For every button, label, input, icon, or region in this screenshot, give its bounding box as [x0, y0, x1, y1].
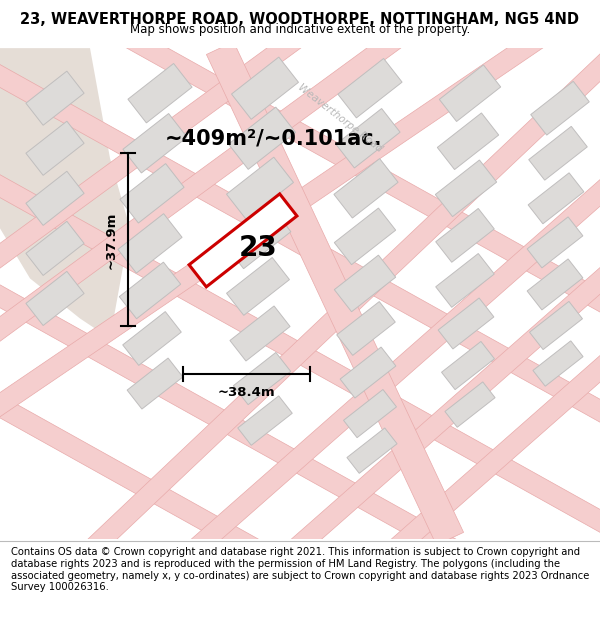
Polygon shape	[0, 0, 600, 338]
Polygon shape	[527, 259, 583, 310]
Polygon shape	[26, 221, 84, 276]
Polygon shape	[436, 254, 494, 308]
Polygon shape	[343, 0, 600, 596]
Polygon shape	[227, 157, 293, 219]
Polygon shape	[123, 312, 181, 366]
Polygon shape	[438, 298, 494, 349]
Polygon shape	[0, 259, 600, 625]
Polygon shape	[445, 382, 495, 428]
Polygon shape	[530, 301, 583, 349]
Polygon shape	[26, 71, 84, 125]
Polygon shape	[338, 59, 402, 118]
Polygon shape	[123, 114, 187, 173]
Polygon shape	[206, 42, 464, 545]
Polygon shape	[437, 113, 499, 169]
Text: ~37.9m: ~37.9m	[105, 211, 118, 269]
Text: ~409m²/~0.101ac.: ~409m²/~0.101ac.	[165, 128, 383, 148]
Text: ~38.4m: ~38.4m	[218, 386, 275, 399]
Polygon shape	[43, 0, 600, 596]
Polygon shape	[244, 0, 600, 596]
Polygon shape	[0, 48, 130, 339]
Polygon shape	[0, 149, 600, 558]
Polygon shape	[439, 65, 500, 121]
Polygon shape	[229, 107, 295, 169]
Polygon shape	[528, 173, 584, 224]
Polygon shape	[227, 258, 289, 316]
Polygon shape	[26, 271, 84, 326]
Text: Map shows position and indicative extent of the property.: Map shows position and indicative extent…	[130, 23, 470, 36]
Polygon shape	[334, 208, 395, 264]
Polygon shape	[436, 209, 494, 262]
Polygon shape	[527, 217, 583, 268]
Text: 23, WEAVERTHORPE ROAD, WOODTHORPE, NOTTINGHAM, NG5 4ND: 23, WEAVERTHORPE ROAD, WOODTHORPE, NOTTI…	[20, 12, 580, 27]
Polygon shape	[533, 341, 583, 386]
Polygon shape	[531, 81, 589, 135]
Polygon shape	[232, 57, 298, 119]
Polygon shape	[26, 171, 84, 226]
Polygon shape	[336, 109, 400, 168]
Polygon shape	[337, 302, 395, 356]
Polygon shape	[0, 39, 600, 448]
Text: Weaverthorpe Road: Weaverthorpe Road	[296, 82, 384, 154]
Polygon shape	[230, 306, 290, 361]
Polygon shape	[340, 347, 396, 398]
Polygon shape	[0, 0, 406, 447]
Polygon shape	[0, 0, 506, 447]
Polygon shape	[127, 358, 183, 409]
Polygon shape	[334, 255, 395, 312]
Polygon shape	[233, 352, 290, 404]
Polygon shape	[189, 194, 297, 287]
Polygon shape	[442, 341, 494, 389]
Polygon shape	[26, 121, 84, 176]
Text: Contains OS data © Crown copyright and database right 2021. This information is : Contains OS data © Crown copyright and d…	[11, 548, 589, 592]
Polygon shape	[225, 208, 291, 269]
Polygon shape	[344, 389, 397, 438]
Polygon shape	[118, 214, 182, 273]
Polygon shape	[436, 160, 497, 217]
Polygon shape	[334, 159, 398, 218]
Polygon shape	[120, 164, 184, 223]
Polygon shape	[0, 370, 600, 625]
Text: 23: 23	[239, 234, 277, 262]
Polygon shape	[143, 0, 600, 596]
Polygon shape	[238, 396, 292, 445]
Polygon shape	[119, 262, 181, 319]
Polygon shape	[128, 64, 192, 123]
Polygon shape	[0, 0, 600, 447]
Polygon shape	[347, 428, 397, 473]
Polygon shape	[529, 126, 587, 180]
